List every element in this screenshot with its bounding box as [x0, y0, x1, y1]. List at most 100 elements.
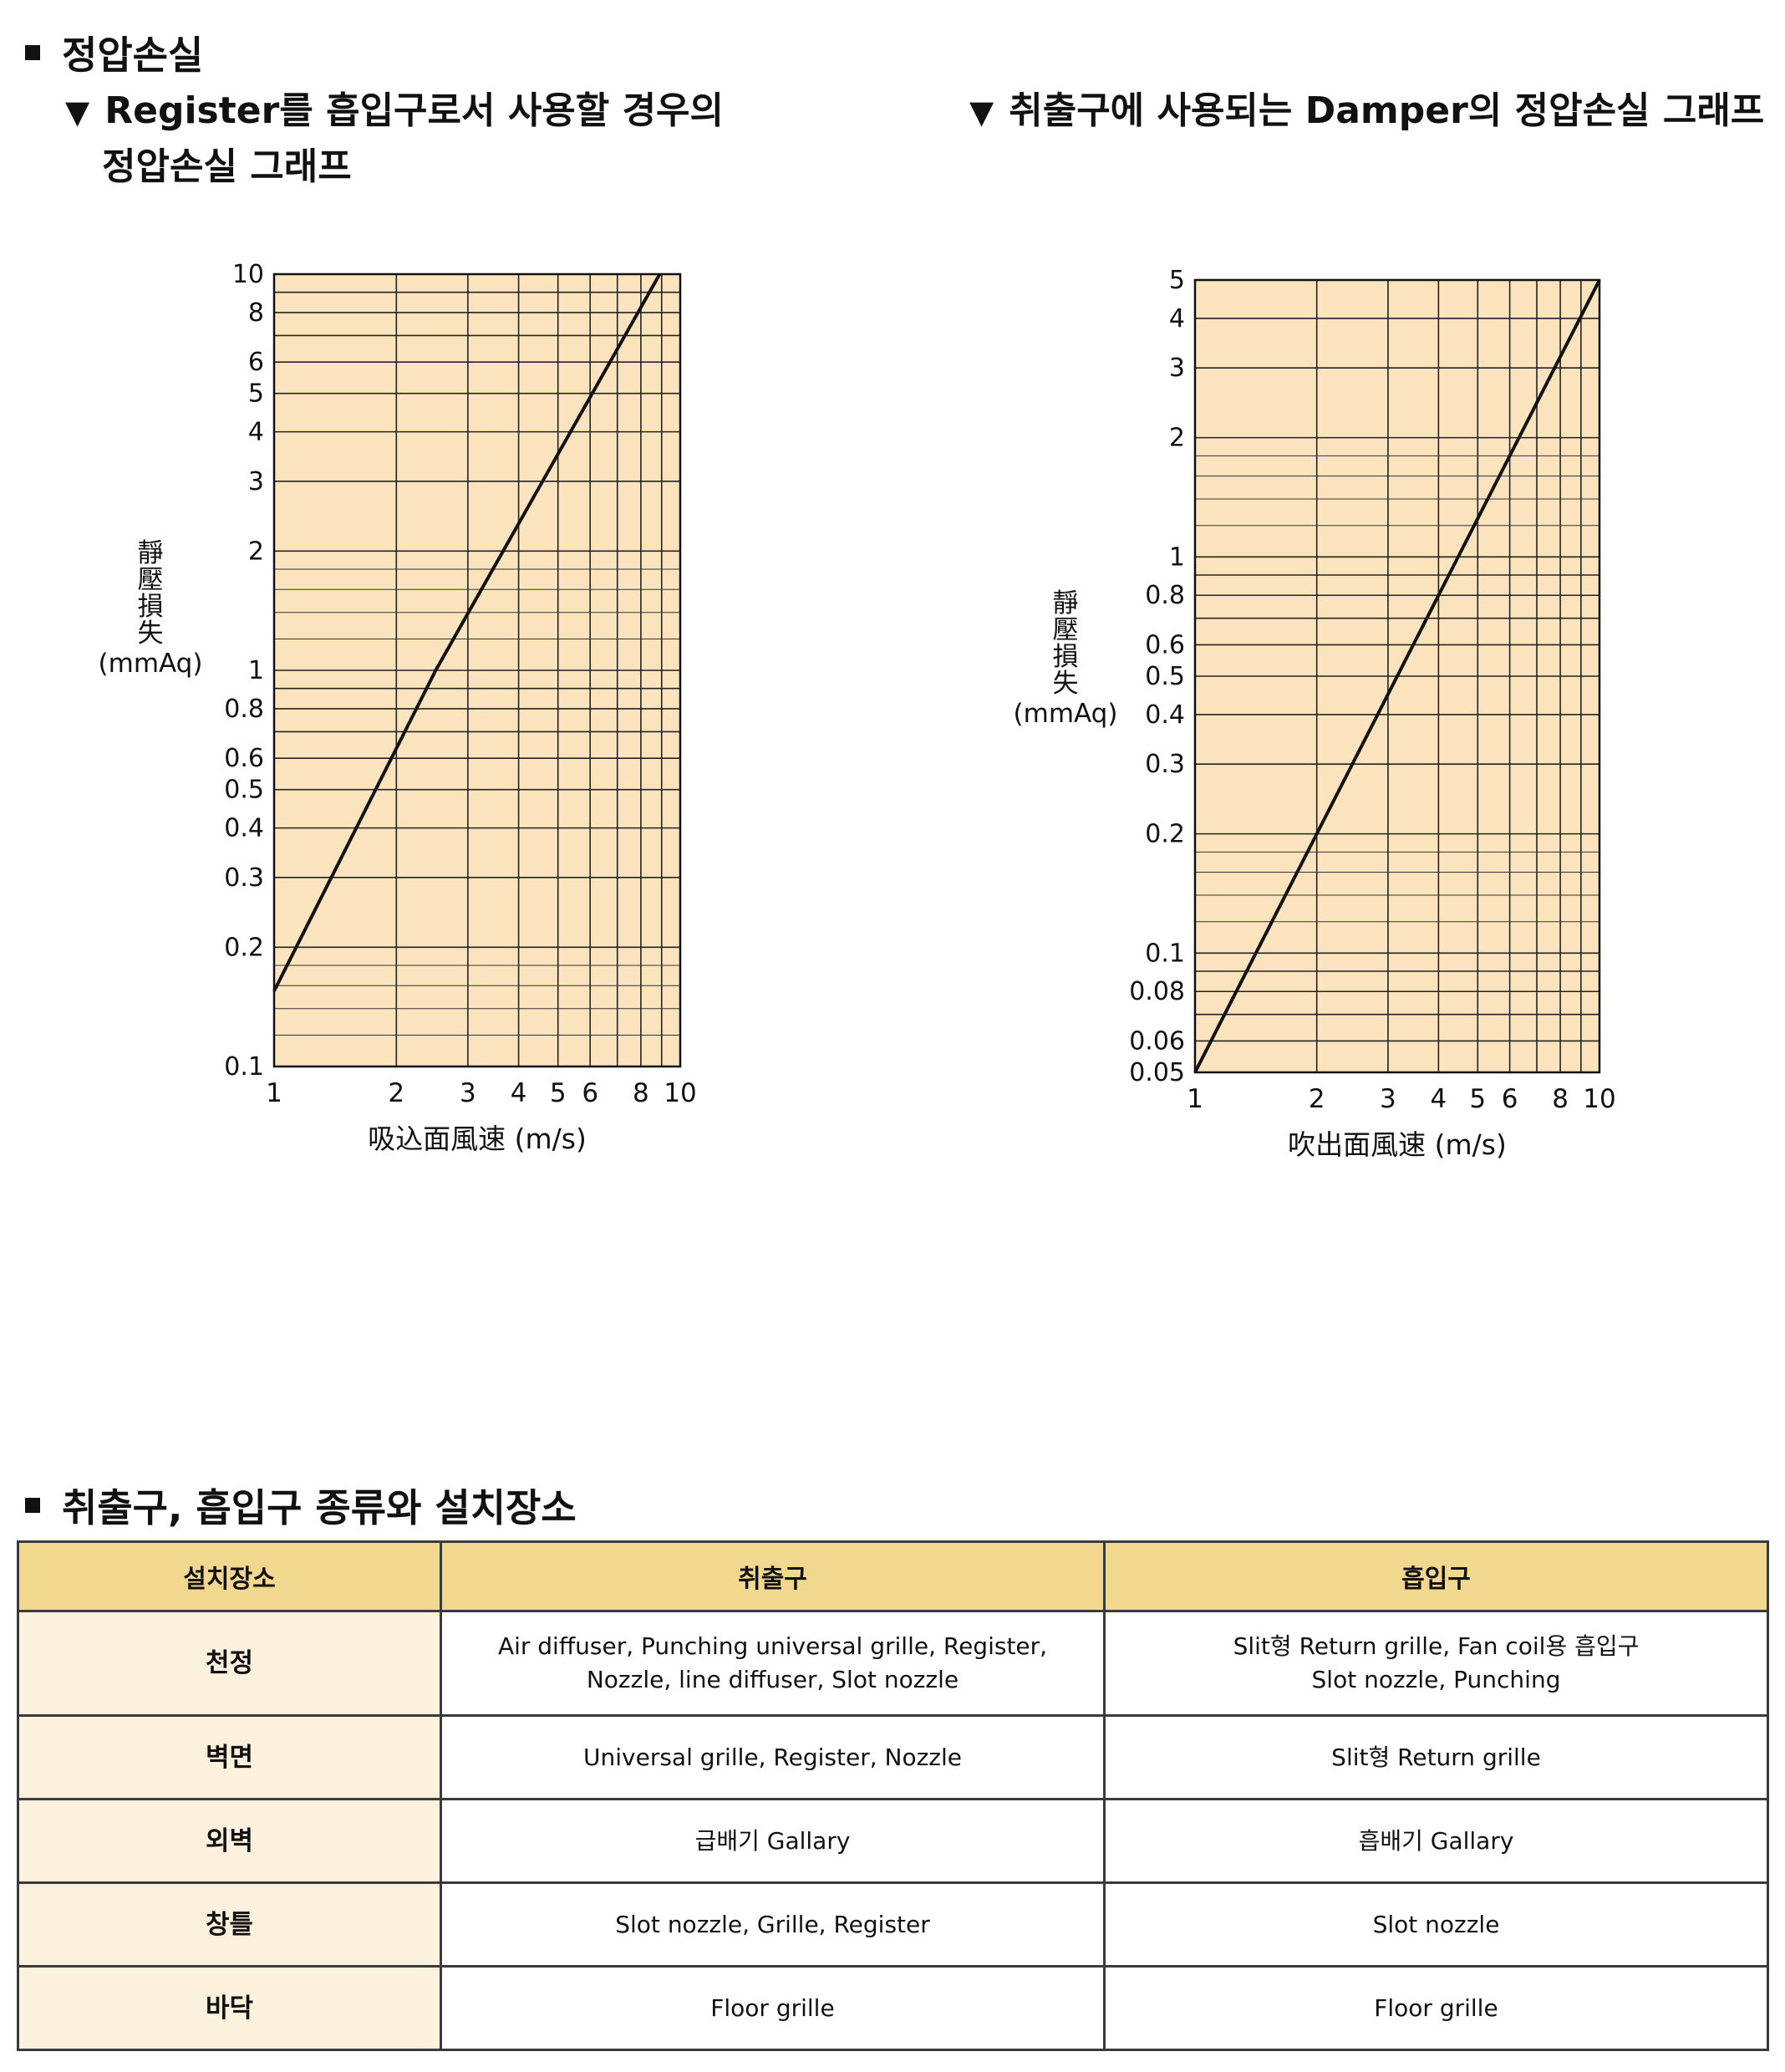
inlet-cell: Slot nozzle [1103, 1881, 1769, 1968]
cell-line: Air diffuser, Punching universal grille,… [497, 1632, 1048, 1660]
header-place: 설치장소 [17, 1540, 442, 1612]
y-tick-label: 0.1 [1145, 939, 1185, 968]
triangle-down-icon: ▼ [969, 94, 994, 130]
table-row: 바닥 Floor grille Floor grille [17, 1965, 1769, 2051]
place-cell: 외벽 [17, 1798, 442, 1884]
y-tick-label: 10 [232, 260, 264, 289]
y-tick-label: 0.05 [1129, 1058, 1185, 1087]
x-tick-label: 5 [550, 1078, 567, 1108]
outlet-cell: Universal grille, Register, Nozzle [440, 1714, 1106, 1800]
y-tick-label: 1 [248, 656, 264, 685]
x-tick-label: 2 [388, 1078, 404, 1108]
y-tick-label: 0.3 [1145, 750, 1185, 779]
y-axis-label-char: 失 [138, 619, 164, 649]
square-bullet-icon [25, 45, 40, 60]
x-tick-label: 3 [460, 1078, 476, 1108]
y-axis-label-char: 靜 [1053, 588, 1079, 619]
x-tick-label: 1 [266, 1078, 282, 1108]
left-subtitle-line2: 정압손실 그래프 [102, 145, 352, 188]
plot-frame [1193, 278, 1601, 1074]
x-tick-label: 1 [1187, 1084, 1203, 1114]
y-tick-label: 0.2 [224, 933, 264, 962]
header-outlet: 취출구 [440, 1540, 1106, 1612]
y-tick-label: 3 [248, 467, 264, 496]
inlet-cell: Slit형 Return grille [1103, 1714, 1769, 1800]
y-axis-unit-label: (mmAq) [1014, 699, 1118, 729]
y-tick-label: 0.3 [224, 863, 264, 893]
y-tick-label: 0.4 [224, 814, 264, 843]
plot-frame [272, 272, 682, 1068]
outlet-cell: Floor grille [440, 1965, 1106, 2051]
place-cell: 바닥 [17, 1965, 442, 2051]
section-title-pressure-loss: 정압손실 [25, 25, 203, 80]
y-tick-label: 6 [248, 348, 264, 377]
y-tick-label: 1 [1169, 542, 1185, 572]
left-chart-subtitle: ▼ Register를 흡입구로서 사용할 경우의 정압손실 그래프 [65, 84, 724, 195]
y-tick-label: 2 [1169, 424, 1185, 453]
table-row: 천정 Air diffuser, Punching universal gril… [17, 1610, 1769, 1717]
left-subtitle-line1: Register를 흡입구로서 사용할 경우의 [104, 89, 725, 132]
y-tick-label: 8 [248, 298, 264, 328]
y-axis-label-char: 損 [1053, 642, 1079, 672]
inlet-cell: Slit형 Return grille, Fan coil용 흡입구 Slot n… [1103, 1610, 1769, 1717]
y-axis-label-char: 壓 [138, 565, 164, 595]
x-tick-label: 6 [582, 1078, 598, 1108]
x-tick-label: 8 [633, 1078, 649, 1108]
inlet-cell: Floor grille [1103, 1965, 1769, 2051]
y-tick-label: 0.1 [224, 1052, 264, 1082]
triangle-down-icon: ▼ [65, 94, 90, 130]
cell-line: Nozzle, line diffuser, Slot nozzle [586, 1666, 959, 1693]
y-axis-label-char: 壓 [1053, 615, 1079, 645]
table-row: 창틀 Slot nozzle, Grille, Register Slot no… [17, 1881, 1769, 1968]
x-tick-label: 4 [1431, 1084, 1447, 1114]
x-axis-label: 吹出面風速 (m/s) [1288, 1128, 1507, 1161]
table-row: 외벽 급배기 Gallary 흡배기 Gallary [17, 1798, 1769, 1884]
inlet-cell: 흡배기 Gallary [1103, 1798, 1769, 1884]
y-tick-label: 0.6 [1145, 630, 1185, 659]
y-axis-label-char: 失 [1053, 669, 1079, 699]
y-tick-label: 5 [248, 379, 264, 409]
x-tick-label: 5 [1469, 1084, 1486, 1114]
y-tick-label: 4 [248, 418, 264, 447]
y-tick-label: 3 [1169, 354, 1185, 383]
right-subtitle-text: 취출구에 사용되는 Damper의 정압손실 그래프 [1009, 89, 1765, 132]
header-inlet: 흡입구 [1103, 1540, 1769, 1612]
x-tick-label: 10 [664, 1078, 696, 1108]
outlet-cell: Slot nozzle, Grille, Register [440, 1881, 1106, 1968]
place-cell: 벽면 [17, 1714, 442, 1800]
x-tick-label: 10 [1583, 1084, 1615, 1114]
y-tick-label: 0.8 [224, 695, 264, 724]
outlet-cell: 급배기 Gallary [440, 1798, 1106, 1884]
x-tick-label: 3 [1380, 1084, 1396, 1114]
square-bullet-icon [25, 1498, 40, 1513]
place-cell: 창틀 [17, 1881, 442, 1968]
y-axis-label-char: 靜 [138, 538, 164, 568]
data-line [272, 273, 662, 992]
y-tick-label: 0.6 [224, 744, 264, 773]
y-tick-label: 0.08 [1129, 977, 1185, 1006]
y-tick-label: 0.4 [1145, 700, 1185, 730]
right-chart-subtitle: ▼ 취출구에 사용되는 Damper의 정압손실 그래프 [969, 84, 1764, 140]
x-tick-label: 6 [1502, 1084, 1518, 1114]
section-title-text: 취출구, 흡입구 종류와 설치장소 [62, 1485, 577, 1530]
x-tick-label: 2 [1309, 1084, 1325, 1114]
y-tick-label: 5 [1169, 266, 1185, 295]
x-tick-label: 8 [1552, 1084, 1569, 1114]
y-tick-label: 0.8 [1145, 581, 1185, 610]
place-cell: 천정 [17, 1610, 442, 1717]
x-axis-label: 吸込面風速 (m/s) [368, 1123, 587, 1155]
section-title-text: 정압손실 [62, 33, 204, 78]
table-header-row: 설치장소 취출구 흡입구 [17, 1540, 1769, 1612]
y-axis-unit-label: (mmAq) [99, 649, 203, 679]
y-tick-label: 0.5 [1145, 662, 1185, 691]
data-line [1193, 279, 1601, 1073]
section-title-outlet-types: 취출구, 흡입구 종류와 설치장소 [25, 1478, 577, 1533]
y-tick-label: 0.5 [224, 776, 264, 805]
installation-table: 설치장소 취출구 흡입구 천정 Air diffuser, Punching u… [17, 1540, 1769, 2051]
y-tick-label: 4 [1169, 304, 1185, 333]
x-tick-label: 4 [511, 1078, 527, 1108]
y-axis-label-char: 損 [138, 592, 164, 622]
cell-line: Slot nozzle, Punching [1311, 1666, 1561, 1693]
